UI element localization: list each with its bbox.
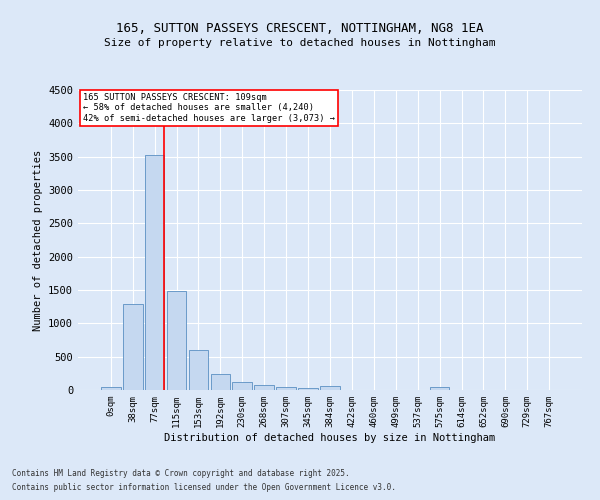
Bar (430, 386, 449, 390)
Bar (101, 388, 121, 390)
Bar (123, 304, 143, 390)
Bar (254, 385, 274, 390)
Bar (188, 350, 208, 390)
Y-axis label: Number of detached properties: Number of detached properties (32, 150, 43, 330)
Bar (211, 374, 230, 390)
Bar (145, 154, 164, 390)
Text: Size of property relative to detached houses in Nottingham: Size of property relative to detached ho… (104, 38, 496, 48)
Text: 165 SUTTON PASSEYS CRESCENT: 109sqm
← 58% of detached houses are smaller (4,240): 165 SUTTON PASSEYS CRESCENT: 109sqm ← 58… (83, 93, 335, 123)
Text: Contains HM Land Registry data © Crown copyright and database right 2025.: Contains HM Land Registry data © Crown c… (12, 468, 350, 477)
Bar (232, 382, 252, 390)
Bar (320, 386, 340, 390)
Text: Contains public sector information licensed under the Open Government Licence v3: Contains public sector information licen… (12, 484, 396, 492)
Bar (167, 290, 187, 390)
Bar (276, 386, 296, 390)
X-axis label: Distribution of detached houses by size in Nottingham: Distribution of detached houses by size … (164, 432, 496, 442)
Text: 165, SUTTON PASSEYS CRESCENT, NOTTINGHAM, NG8 1EA: 165, SUTTON PASSEYS CRESCENT, NOTTINGHAM… (116, 22, 484, 36)
Bar (298, 388, 318, 390)
